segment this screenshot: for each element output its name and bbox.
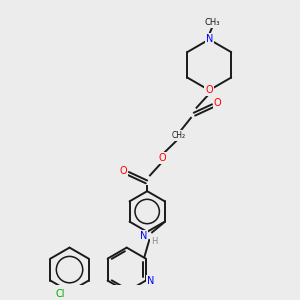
Text: O: O <box>119 166 127 176</box>
Text: O: O <box>159 153 166 163</box>
Text: N: N <box>147 276 154 286</box>
Text: N: N <box>140 231 147 241</box>
Text: H: H <box>151 238 158 247</box>
Text: O: O <box>214 98 221 108</box>
Text: CH₂: CH₂ <box>171 131 185 140</box>
Text: O: O <box>206 85 213 95</box>
Text: Cl: Cl <box>56 289 65 299</box>
Text: CH₃: CH₃ <box>204 18 220 27</box>
Text: N: N <box>206 34 213 44</box>
